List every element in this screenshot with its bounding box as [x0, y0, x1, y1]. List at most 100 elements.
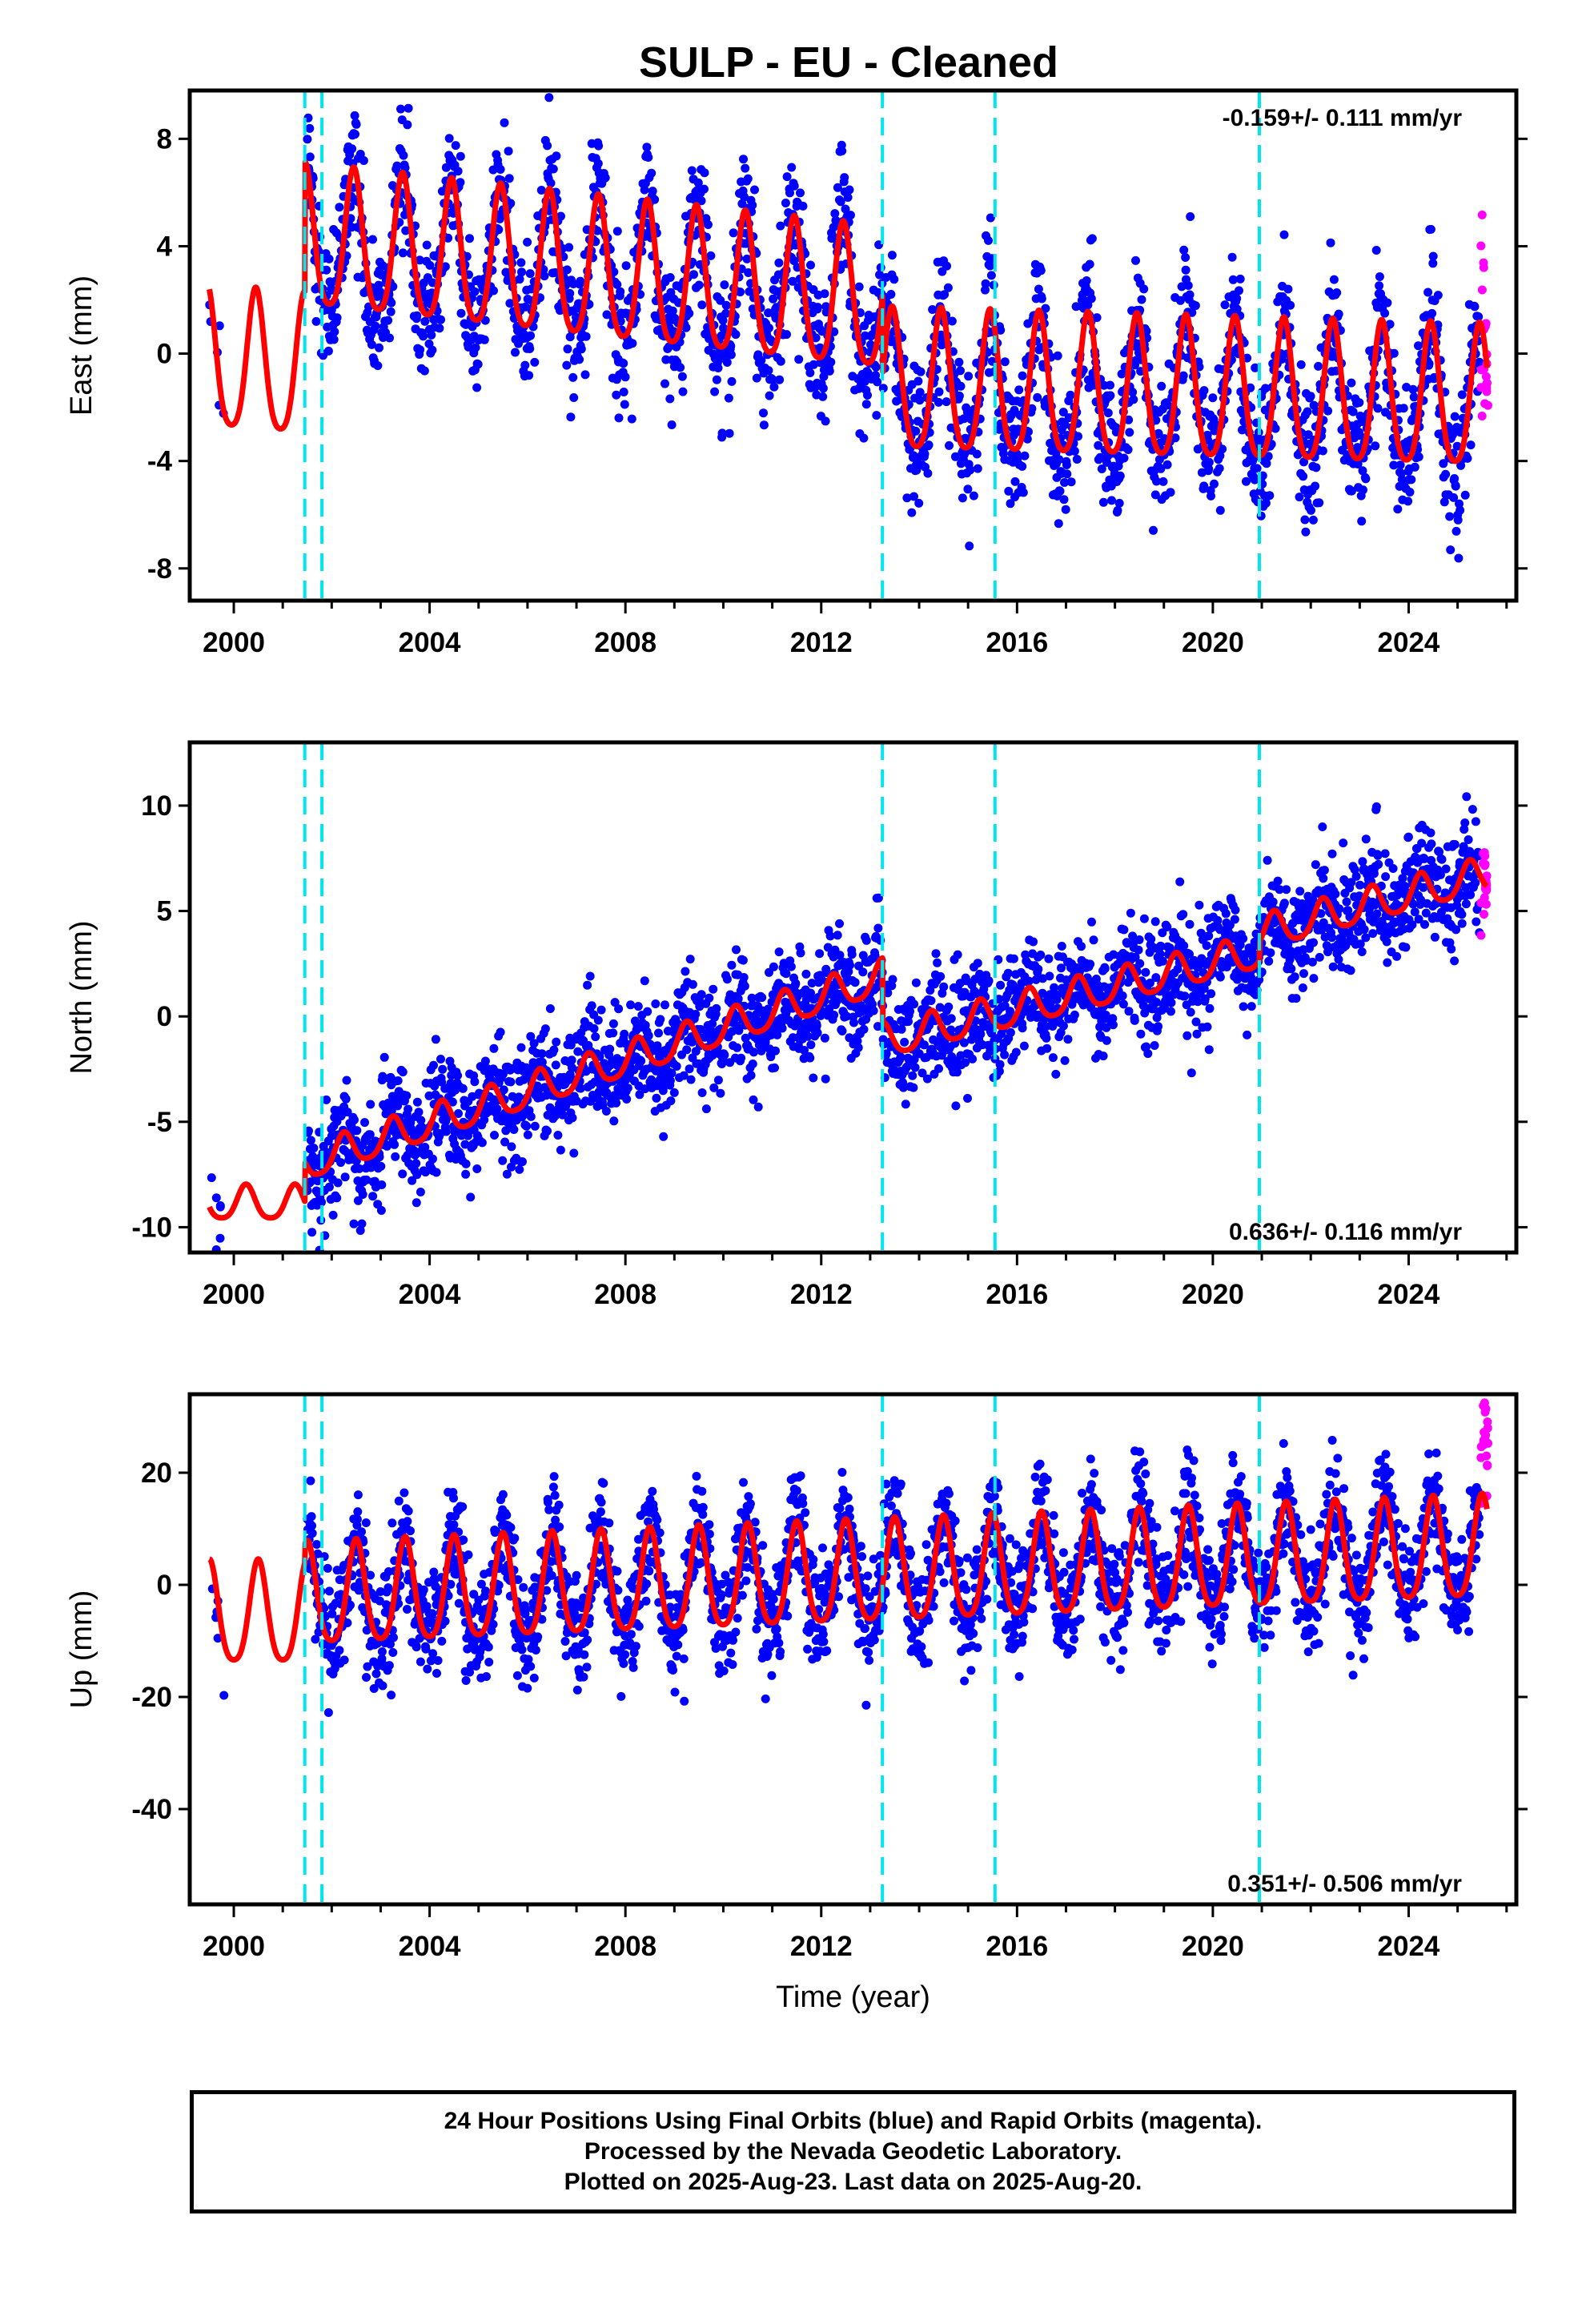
data-point	[612, 279, 622, 289]
data-point	[873, 923, 883, 933]
data-point	[500, 118, 509, 127]
data-point	[1085, 259, 1094, 269]
data-point	[1428, 251, 1438, 261]
data-point	[829, 1011, 839, 1019]
data-point	[846, 211, 855, 220]
data-point	[332, 1193, 342, 1203]
data-point	[1319, 866, 1329, 875]
data-point	[912, 465, 921, 475]
data-point	[441, 1127, 451, 1136]
data-point	[821, 1074, 830, 1084]
data-point	[366, 1100, 375, 1109]
data-point	[914, 498, 924, 508]
data-point	[1060, 478, 1069, 487]
data-point	[1059, 495, 1069, 505]
data-point	[900, 1037, 909, 1047]
data-point	[1460, 490, 1470, 500]
data-point	[1375, 281, 1384, 291]
data-point	[412, 1159, 421, 1168]
rapid-data-point	[1477, 412, 1487, 420]
data-point	[1265, 491, 1275, 501]
data-point	[1456, 505, 1465, 515]
data-point	[1044, 954, 1054, 963]
data-point	[574, 299, 584, 308]
data-point	[1331, 889, 1340, 899]
data-point	[350, 111, 359, 120]
data-point	[1100, 964, 1110, 974]
data-point	[636, 1056, 646, 1066]
data-point	[996, 325, 1006, 335]
data-point	[928, 305, 938, 314]
data-point	[1185, 290, 1195, 300]
data-point	[464, 342, 473, 352]
data-point	[791, 979, 801, 988]
data-point	[1114, 498, 1124, 508]
data-point	[805, 368, 815, 377]
data-point	[911, 426, 921, 436]
data-point	[505, 299, 515, 308]
data-point	[953, 950, 962, 959]
data-point	[581, 332, 591, 341]
data-point	[614, 413, 624, 423]
data-point	[963, 485, 973, 494]
data-point	[523, 237, 532, 247]
data-point	[568, 372, 578, 382]
data-point	[705, 993, 714, 1003]
data-point	[1158, 476, 1168, 486]
x-tick-label: 2020	[1182, 627, 1244, 658]
data-point	[1094, 440, 1103, 450]
data-point	[1227, 252, 1237, 262]
data-point	[936, 971, 946, 981]
data-point	[1393, 505, 1403, 514]
data-point	[713, 1076, 723, 1085]
data-point	[843, 193, 853, 202]
data-point	[1128, 388, 1138, 397]
data-point	[858, 967, 868, 977]
data-point	[659, 1132, 669, 1141]
data-point	[859, 433, 869, 443]
data-point	[886, 290, 896, 299]
data-point	[435, 324, 444, 333]
data-point	[926, 996, 936, 1005]
data-point	[414, 1108, 424, 1117]
data-point	[1204, 931, 1214, 941]
data-point	[1215, 505, 1225, 515]
data-point	[776, 221, 785, 231]
data-point	[805, 1053, 815, 1063]
data-point	[359, 156, 368, 165]
data-point	[770, 1063, 779, 1072]
data-point	[374, 280, 383, 290]
data-point	[1371, 246, 1381, 255]
y-tick-label: 0	[157, 339, 172, 370]
data-point	[1239, 1002, 1248, 1011]
data-point	[681, 967, 690, 976]
data-point	[1033, 392, 1042, 402]
data-point	[1426, 224, 1435, 234]
data-point	[1129, 395, 1138, 404]
data-point	[480, 1056, 490, 1066]
data-point	[1006, 499, 1015, 509]
data-point	[576, 276, 585, 286]
data-point	[736, 287, 745, 297]
data-point	[759, 420, 769, 430]
data-point	[546, 179, 556, 188]
data-point	[765, 391, 774, 400]
data-point	[889, 275, 899, 284]
data-point	[720, 1050, 729, 1059]
data-point	[1286, 300, 1295, 310]
data-point	[1055, 486, 1065, 496]
data-point	[545, 1004, 555, 1013]
data-point	[709, 984, 718, 994]
data-point	[686, 1075, 696, 1084]
data-point	[620, 400, 629, 409]
data-point	[1264, 956, 1274, 966]
data-point	[1318, 446, 1327, 456]
plot-area	[205, 90, 1492, 601]
data-point	[665, 273, 675, 282]
x-tick-label: 2016	[986, 627, 1048, 658]
data-point	[540, 1024, 550, 1034]
data-point	[456, 178, 465, 187]
data-point	[923, 468, 933, 478]
data-point	[626, 1000, 636, 1010]
data-point	[1115, 471, 1125, 480]
